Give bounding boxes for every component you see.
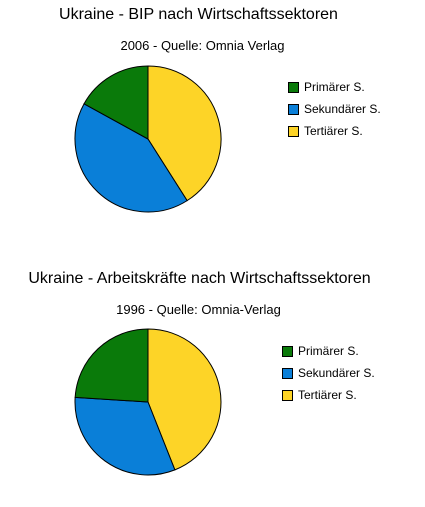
legend-item-primary: Primärer S. [288, 76, 381, 98]
legend-label-secondary: Sekundärer S. [304, 102, 381, 116]
legend-swatch-secondary [288, 103, 299, 115]
chart-title: Ukraine - Arbeitskräfte nach Wirtschafts… [28, 270, 371, 287]
chart-gdp-by-sector: Ukraine - BIP nach Wirtschaftssektoren 2… [0, 0, 425, 243]
pie-slice-primary [74, 328, 149, 403]
pie-slice-secondary [74, 103, 188, 213]
legend-item-secondary: Sekundärer S. [282, 362, 375, 384]
pie-slice-tertiary [147, 328, 222, 471]
legend-label-primary: Primärer S. [304, 80, 365, 94]
pie-slice-primary [83, 65, 149, 140]
pie-slice-secondary [74, 396, 176, 476]
legend-item-tertiary: Tertiärer S. [282, 384, 375, 406]
legend-swatch-primary [282, 345, 293, 357]
legend-label-tertiary: Tertiärer S. [298, 388, 357, 402]
legend-item-primary: Primärer S. [282, 340, 375, 362]
chart-subtitle: 2006 - Quelle: Omnia Verlag [120, 38, 285, 53]
pie-chart [74, 65, 222, 213]
legend-swatch-tertiary [288, 125, 299, 137]
chart-workforce-by-sector: Ukraine - Arbeitskräfte nach Wirtschafts… [0, 264, 425, 507]
chart-title: Ukraine - BIP nach Wirtschaftssektoren [59, 6, 338, 23]
legend-swatch-secondary [282, 367, 293, 379]
legend-label-tertiary: Tertiärer S. [304, 124, 363, 138]
legend-item-secondary: Sekundärer S. [288, 98, 381, 120]
legend-label-primary: Primärer S. [298, 344, 359, 358]
legend-swatch-primary [288, 81, 299, 93]
pie-chart [74, 328, 222, 476]
legend-item-tertiary: Tertiärer S. [288, 120, 381, 142]
legend-label-secondary: Sekundärer S. [298, 366, 375, 380]
chart-legend: Primärer S. Sekundärer S. Tertiärer S. [282, 340, 375, 406]
chart-legend: Primärer S. Sekundärer S. Tertiärer S. [288, 76, 381, 142]
legend-swatch-tertiary [282, 389, 293, 401]
chart-subtitle: 1996 - Quelle: Omnia-Verlag [116, 302, 281, 317]
